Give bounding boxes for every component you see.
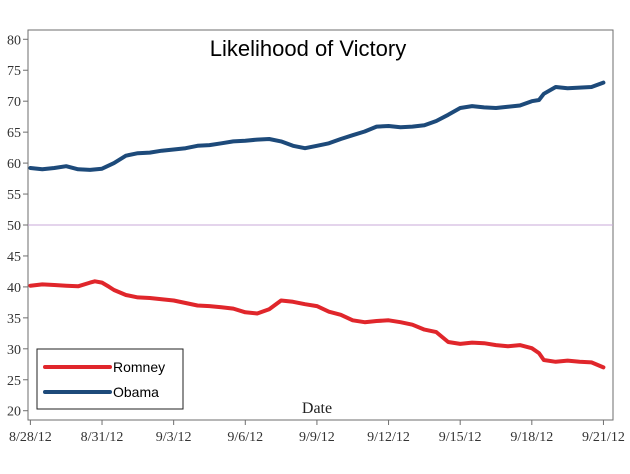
legend-label-obama: Obama <box>113 384 159 400</box>
y-tick-label: 30 <box>7 343 21 358</box>
x-tick-label: 9/6/12 <box>227 430 263 445</box>
x-tick-label: 9/3/12 <box>156 430 192 445</box>
legend-label-romney: Romney <box>113 359 165 375</box>
x-tick-label: 8/28/12 <box>9 430 52 445</box>
x-axis: 8/28/12 8/31/12 9/3/12 9/6/12 9/9/12 9/12/12 9… <box>9 420 625 445</box>
x-axis-title: Date <box>302 400 332 417</box>
chart-title: Likelihood of Victory <box>210 36 407 61</box>
y-tick-label: 55 <box>7 188 21 203</box>
y-tick-label: 80 <box>7 33 21 48</box>
x-tick-label: 9/15/12 <box>439 430 482 445</box>
legend-box <box>36 348 184 410</box>
y-axis: 20 25 30 35 40 45 50 55 60 65 70 75 80 <box>7 33 28 420</box>
y-tick-label: 65 <box>7 126 21 141</box>
x-tick-label: 9/18/12 <box>510 430 553 445</box>
y-tick-label: 25 <box>7 374 21 389</box>
legend: Romney Obama <box>36 348 184 410</box>
series-line-romney <box>28 279 606 370</box>
y-tick-label: 70 <box>7 95 21 110</box>
y-tick-label: 60 <box>7 157 21 172</box>
y-tick-label: 40 <box>7 281 21 296</box>
series-group <box>28 80 606 370</box>
series-line-obama <box>28 80 606 172</box>
x-tick-label: 9/12/12 <box>367 430 410 445</box>
y-tick-label: 50 <box>7 219 21 234</box>
y-tick-label: 20 <box>7 405 21 420</box>
y-tick-label: 35 <box>7 312 21 327</box>
x-tick-label: 8/31/12 <box>81 430 124 445</box>
y-tick-label: 45 <box>7 250 21 265</box>
x-tick-label: 9/21/12 <box>582 430 625 445</box>
x-tick-label: 9/9/12 <box>299 430 335 445</box>
y-tick-label: 75 <box>7 64 21 79</box>
